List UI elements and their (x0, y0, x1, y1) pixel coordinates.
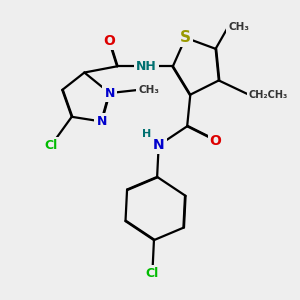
Text: N: N (104, 87, 115, 100)
Text: H: H (142, 129, 151, 139)
Text: CH₂CH₃: CH₂CH₃ (249, 90, 288, 100)
Text: S: S (180, 30, 191, 45)
Text: CH₃: CH₃ (138, 85, 159, 95)
Text: O: O (210, 134, 221, 148)
Text: CH₃: CH₃ (228, 22, 249, 32)
Text: N: N (97, 115, 107, 128)
Text: N: N (153, 138, 164, 152)
Text: Cl: Cl (146, 267, 159, 280)
Text: NH: NH (136, 60, 156, 73)
Text: Cl: Cl (45, 139, 58, 152)
Text: O: O (104, 34, 116, 48)
